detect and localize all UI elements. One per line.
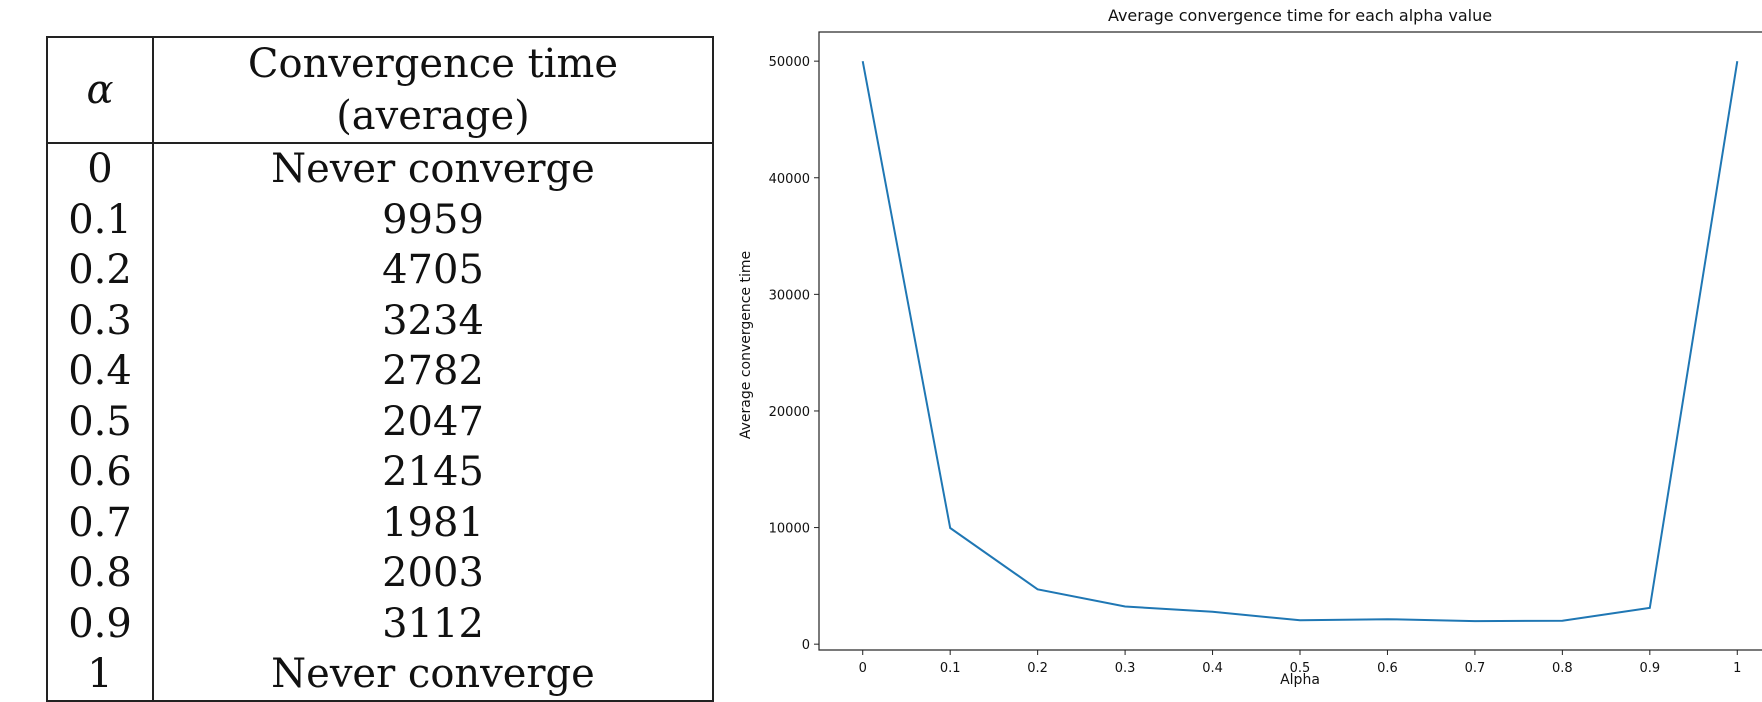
- convergence-time-cell: 2003: [382, 550, 484, 596]
- convergence-time-cell: 3234: [382, 297, 484, 344]
- alpha-cell: 0.6: [47, 447, 154, 498]
- table-row: 0.2 4705: [47, 245, 713, 296]
- x-tick-label: 0.9: [1639, 661, 1660, 676]
- alpha-cell: 0.2: [47, 245, 154, 296]
- x-tick-label: 0.4: [1202, 661, 1223, 676]
- alpha-cell: 1: [47, 649, 154, 701]
- table-row: 0.7 1981: [47, 497, 713, 548]
- convergence-time-cell: 2782: [382, 348, 484, 394]
- convergence-time-cell: 1981: [382, 499, 484, 546]
- alpha-cell: 0.7: [47, 497, 154, 548]
- alpha-cell: 0: [47, 143, 154, 195]
- x-axis-label: Alpha: [1280, 672, 1320, 688]
- x-tick-label: 0.2: [1027, 661, 1048, 676]
- x-tick-label: 0.1: [940, 661, 961, 676]
- convergence-time-cell: Never converge: [271, 651, 595, 697]
- alpha-cell: 0.9: [47, 598, 154, 649]
- y-tick-label: 40000: [769, 172, 810, 187]
- table-row: 0.3 3234: [47, 295, 713, 346]
- y-tick-label: 30000: [769, 288, 810, 303]
- table-row: 0.8 2003: [47, 548, 713, 599]
- table-row: 0.5 2047: [47, 396, 713, 447]
- alpha-cell: 0.3: [47, 295, 154, 346]
- table-row: 1 Never converge: [47, 649, 713, 701]
- header-alpha: α: [47, 37, 154, 143]
- table-row: 0.6 2145: [47, 447, 713, 498]
- table-body: 0 Never converge 0.1 9959 0.2 4705 0.3 3234 0.4 2…: [47, 143, 713, 701]
- plot-area-frame: [818, 31, 1762, 651]
- alpha-cell: 0.5: [47, 396, 154, 447]
- x-axis-ticks: 0 0.1 0.2 0.3 0.4 0.5 0.6 0.7 0.8 0.9 1: [859, 650, 1741, 676]
- convergence-time-cell: 2145: [382, 449, 484, 495]
- y-tick-label: 10000: [769, 522, 810, 537]
- convergence-time-cell: Never converge: [271, 146, 595, 192]
- table-row: 0.9 3112: [47, 598, 713, 649]
- series-line: [861, 61, 1739, 623]
- convergence-time-cell: 9959: [382, 196, 484, 243]
- y-tick-label: 50000: [769, 55, 810, 70]
- alpha-cell: 0.1: [47, 194, 154, 245]
- x-tick-label: 0.7: [1465, 661, 1486, 676]
- y-tick-label: 20000: [769, 405, 810, 420]
- table-row: 0 Never converge: [47, 143, 713, 195]
- y-axis-label: Average convergence time: [738, 251, 754, 439]
- line-chart: Average convergence time for each alpha …: [738, 6, 1762, 688]
- convergence-time-cell: 4705: [382, 247, 484, 293]
- convergence-table: α Convergence time (average) 0 Never conv…: [46, 36, 714, 702]
- alpha-cell: 0.8: [47, 548, 154, 599]
- y-tick-label: 0: [802, 638, 810, 653]
- x-tick-label: 0.3: [1115, 661, 1136, 676]
- x-tick-label: 0.5: [1290, 661, 1311, 676]
- convergence-time-cell: 2047: [382, 398, 484, 445]
- y-axis-ticks: 0 10000 20000 30000 40000 50000: [769, 55, 819, 653]
- table-row: 0.1 9959: [47, 194, 713, 245]
- convergence-time-cell: 3112: [382, 600, 484, 647]
- chart-title: Average convergence time for each alpha …: [1108, 6, 1492, 25]
- x-tick-label: 0: [859, 661, 867, 676]
- table-header-row: α Convergence time (average): [47, 37, 713, 143]
- x-tick-label: 0.6: [1377, 661, 1398, 676]
- chart-panel: Average convergence time for each alpha …: [730, 0, 1762, 696]
- convergence-table-panel: α Convergence time (average) 0 Never conv…: [46, 36, 714, 702]
- alpha-cell: 0.4: [47, 346, 154, 397]
- x-tick-label: 0.8: [1552, 661, 1573, 676]
- x-tick-label: 1: [1733, 661, 1741, 676]
- table-row: 0.4 2782: [47, 346, 713, 397]
- header-convergence-time: Convergence time (average): [247, 41, 619, 139]
